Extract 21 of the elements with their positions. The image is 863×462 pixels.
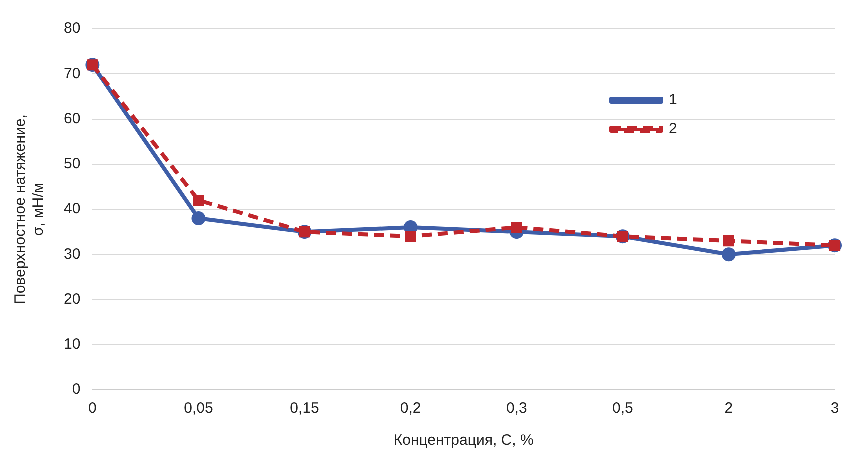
y-tick-label: 70 bbox=[64, 65, 81, 82]
y-tick-label: 40 bbox=[64, 200, 81, 218]
x-tick-label: 0 bbox=[88, 400, 97, 418]
x-tick-label: 0,2 bbox=[400, 400, 422, 418]
y-tick-label: 0 bbox=[72, 381, 81, 398]
x-tick-label: 3 bbox=[830, 400, 840, 418]
y-tick-label: 30 bbox=[64, 246, 81, 263]
y-axis-title: Поверхностное натяжение, σ, мН/м bbox=[12, 114, 48, 304]
legend-label: 1 bbox=[668, 92, 678, 109]
legend-label: 2 bbox=[668, 120, 678, 138]
x-tick-label: 0,3 bbox=[506, 400, 528, 418]
x-axis-title: Концентрация, C, % bbox=[394, 432, 534, 450]
y-tick-label: 20 bbox=[64, 290, 81, 308]
y-tick-label: 50 bbox=[64, 156, 81, 173]
y-tick-label: 80 bbox=[64, 20, 81, 38]
x-tick-label: 0,15 bbox=[290, 400, 320, 418]
y-tick-label: 10 bbox=[64, 336, 81, 354]
x-tick-label: 0,5 bbox=[612, 400, 634, 418]
y-tick-label: 60 bbox=[64, 110, 81, 128]
x-tick-label: 2 bbox=[724, 400, 734, 418]
x-tick-label: 0,05 bbox=[184, 400, 214, 418]
